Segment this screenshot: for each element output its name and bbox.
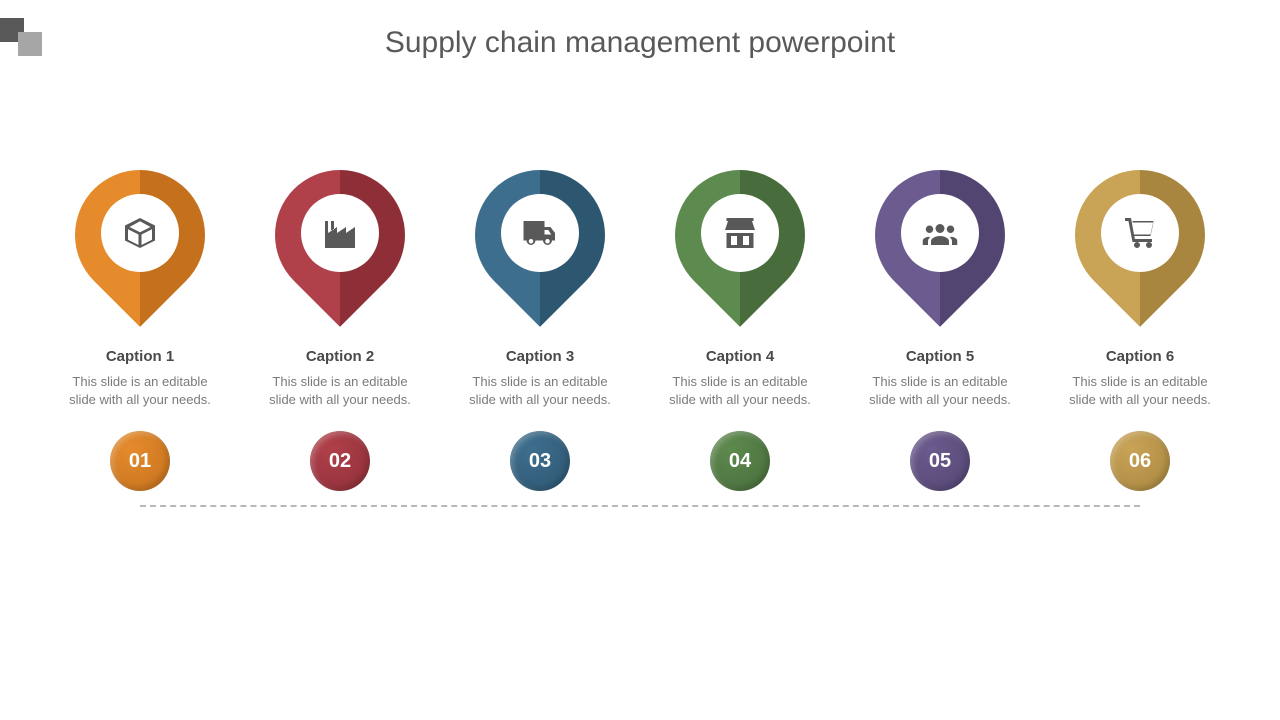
pin-marker: [475, 170, 605, 330]
step-description: This slide is an editable slide with all…: [50, 373, 230, 409]
timeline-dashed-line: [140, 505, 1140, 507]
step-number-badge: 06: [1110, 431, 1170, 491]
step-caption: Caption 4: [706, 348, 774, 365]
step-description: This slide is an editable slide with all…: [450, 373, 630, 409]
pin-marker: [875, 170, 1005, 330]
store-icon: [701, 194, 779, 272]
step-4: Caption 4 This slide is an editable slide…: [650, 170, 830, 630]
pin-marker: [675, 170, 805, 330]
box-icon: [101, 194, 179, 272]
slide-title: Supply chain management powerpoint: [0, 0, 1280, 60]
step-description: This slide is an editable slide with all…: [1050, 373, 1230, 409]
pin-marker: [1075, 170, 1205, 330]
step-description: This slide is an editable slide with all…: [850, 373, 1030, 409]
step-caption: Caption 1: [106, 348, 174, 365]
step-1: Caption 1 This slide is an editable slide…: [50, 170, 230, 630]
step-number-badge: 03: [510, 431, 570, 491]
step-caption: Caption 2: [306, 348, 374, 365]
pin-marker: [75, 170, 205, 330]
truck-icon: [501, 194, 579, 272]
step-description: This slide is an editable slide with all…: [250, 373, 430, 409]
step-number-badge: 04: [710, 431, 770, 491]
step-number-badge: 05: [910, 431, 970, 491]
pin-marker: [275, 170, 405, 330]
step-number-badge: 02: [310, 431, 370, 491]
cart-icon: [1101, 194, 1179, 272]
step-caption: Caption 5: [906, 348, 974, 365]
step-3: Caption 3 This slide is an editable slide…: [450, 170, 630, 630]
factory-icon: [301, 194, 379, 272]
steps-row: Caption 1 This slide is an editable slide…: [0, 170, 1280, 630]
corner-square-light: [18, 32, 42, 56]
step-caption: Caption 3: [506, 348, 574, 365]
people-icon: [901, 194, 979, 272]
step-5: Caption 5 This slide is an editable slide…: [850, 170, 1030, 630]
step-6: Caption 6 This slide is an editable slide…: [1050, 170, 1230, 630]
step-2: Caption 2 This slide is an editable slide…: [250, 170, 430, 630]
step-caption: Caption 6: [1106, 348, 1174, 365]
step-description: This slide is an editable slide with all…: [650, 373, 830, 409]
step-number-badge: 01: [110, 431, 170, 491]
